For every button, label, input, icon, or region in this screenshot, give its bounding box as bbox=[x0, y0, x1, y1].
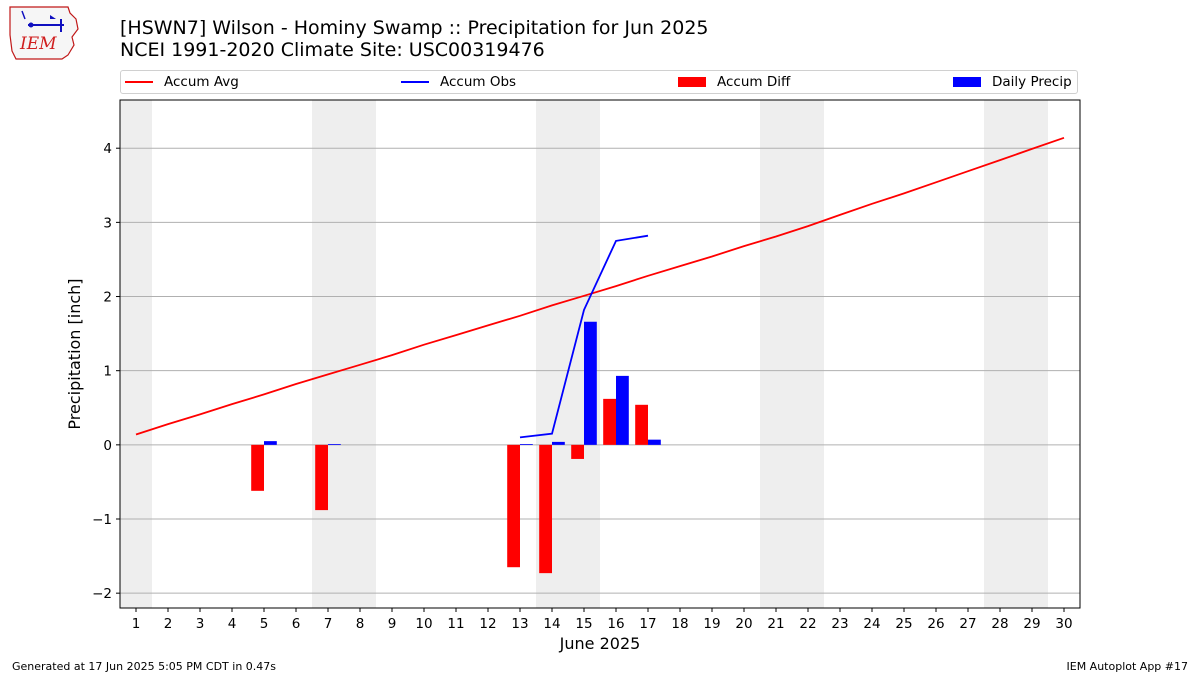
daily-precip-bar-14 bbox=[552, 441, 565, 445]
daily-precip-bar-5 bbox=[264, 441, 277, 445]
weekend-band-1 bbox=[120, 100, 152, 608]
x-tick-label: 4 bbox=[228, 616, 237, 632]
generated-timestamp: Generated at 17 Jun 2025 5:05 PM CDT in … bbox=[12, 660, 277, 673]
iem-logo: IEM bbox=[9, 6, 79, 60]
x-tick-label: 24 bbox=[863, 616, 880, 632]
legend-swatch-accum-diff bbox=[678, 77, 706, 87]
x-tick-label: 14 bbox=[543, 616, 560, 632]
daily-precip-bar-16 bbox=[616, 375, 629, 445]
x-tick-label: 30 bbox=[1055, 616, 1072, 632]
weekend-band-29 bbox=[1016, 100, 1048, 608]
x-tick-label: 27 bbox=[959, 616, 976, 632]
y-tick-label: 0 bbox=[103, 438, 112, 454]
legend-swatch-accum-obs bbox=[401, 81, 429, 83]
weekend-band-8 bbox=[344, 100, 376, 608]
series-lines bbox=[135, 136, 1065, 439]
x-tick-label: 19 bbox=[703, 616, 720, 632]
legend-label-accum-avg: Accum Avg bbox=[164, 74, 239, 90]
legend-item-accum-avg: Accum Avg bbox=[125, 73, 239, 91]
weekend-bands bbox=[120, 100, 1048, 608]
x-tick-label: 3 bbox=[196, 616, 205, 632]
y-tick-label: −2 bbox=[92, 586, 112, 602]
y-tick-label: 3 bbox=[103, 215, 112, 231]
weekend-band-22 bbox=[792, 100, 824, 608]
accum-diff-bar-13 bbox=[507, 444, 520, 568]
x-tick-label: 18 bbox=[671, 616, 688, 632]
weather-station-icon bbox=[21, 10, 64, 32]
y-axis: −2 −1 0 1 2 3 4 bbox=[92, 141, 120, 602]
grid-lines bbox=[120, 147, 1080, 594]
y-tick-label: 2 bbox=[103, 290, 112, 306]
x-tick-label: 28 bbox=[991, 616, 1008, 632]
x-tick-label: 1 bbox=[132, 616, 141, 632]
y-tick-label: 1 bbox=[103, 364, 112, 380]
y-tick-label: 4 bbox=[103, 141, 112, 157]
x-tick-label: 6 bbox=[292, 616, 301, 632]
x-axis-label: June 2025 bbox=[559, 634, 641, 653]
y-axis-label: Precipitation [inch] bbox=[65, 278, 84, 429]
x-tick-label: 15 bbox=[575, 616, 592, 632]
daily-precip-bar-7 bbox=[328, 444, 341, 445]
x-tick-label: 5 bbox=[260, 616, 269, 632]
x-tick-label: 2 bbox=[164, 616, 173, 632]
accum-avg-line bbox=[135, 136, 1065, 436]
accum-diff-bar-17 bbox=[635, 404, 648, 445]
accum-obs-line bbox=[519, 234, 649, 439]
daily-precip-bar-17 bbox=[648, 439, 661, 445]
x-tick-label: 11 bbox=[447, 616, 464, 632]
x-tick-label: 10 bbox=[415, 616, 432, 632]
legend-item-accum-diff: Accum Diff bbox=[678, 73, 790, 91]
x-tick-label: 12 bbox=[479, 616, 496, 632]
x-tick-label: 21 bbox=[767, 616, 784, 632]
x-tick-label: 23 bbox=[831, 616, 848, 632]
legend: Accum Avg Accum Obs Accum Diff Daily Pre… bbox=[120, 70, 1078, 94]
weekend-band-21 bbox=[760, 100, 792, 608]
legend-label-accum-diff: Accum Diff bbox=[717, 74, 791, 90]
legend-item-daily-precip: Daily Precip bbox=[953, 73, 1072, 91]
x-tick-label: 8 bbox=[356, 616, 365, 632]
daily-precip-bar-15 bbox=[584, 321, 597, 445]
chart-subtitle: NCEI 1991-2020 Climate Site: USC00319476 bbox=[120, 39, 545, 61]
logo-text: IEM bbox=[19, 34, 57, 54]
bars bbox=[251, 321, 661, 574]
accum-diff-bar-14 bbox=[539, 444, 552, 574]
x-tick-label: 16 bbox=[607, 616, 624, 632]
x-axis: 1 2 3 4 5 6 7 8 9 10 11 12 13 14 15 16 17 18 19 20 21 22 23 24 2… bbox=[132, 608, 1073, 632]
chart-title: [HSWN7] Wilson - Hominy Swamp :: Precipi… bbox=[120, 17, 709, 39]
accum-diff-bar-7 bbox=[315, 444, 328, 511]
legend-swatch-daily-precip bbox=[953, 77, 981, 87]
weekend-band-28 bbox=[984, 100, 1016, 608]
x-tick-label: 26 bbox=[927, 616, 944, 632]
legend-swatch-accum-avg bbox=[125, 81, 153, 83]
legend-label-daily-precip: Daily Precip bbox=[992, 74, 1072, 90]
plot-frame bbox=[119, 99, 1081, 609]
x-tick-label: 17 bbox=[639, 616, 656, 632]
daily-precip-bar-13 bbox=[520, 444, 533, 445]
x-tick-label: 29 bbox=[1023, 616, 1040, 632]
accum-diff-bar-16 bbox=[603, 398, 616, 445]
x-tick-label: 13 bbox=[511, 616, 528, 632]
weekend-band-14 bbox=[536, 100, 568, 608]
x-tick-label: 25 bbox=[895, 616, 912, 632]
x-tick-label: 22 bbox=[799, 616, 816, 632]
weekend-band-7 bbox=[312, 100, 344, 608]
x-tick-label: 20 bbox=[735, 616, 752, 632]
app-credit: IEM Autoplot App #17 bbox=[1066, 660, 1189, 673]
x-tick-label: 7 bbox=[324, 616, 333, 632]
y-tick-label: −1 bbox=[92, 512, 112, 528]
legend-item-accum-obs: Accum Obs bbox=[401, 73, 516, 91]
legend-label-accum-obs: Accum Obs bbox=[440, 74, 517, 90]
accum-diff-bar-15 bbox=[571, 444, 584, 459]
x-tick-label: 9 bbox=[388, 616, 397, 632]
weekend-band-15 bbox=[568, 100, 600, 608]
accum-diff-bar-5 bbox=[251, 444, 264, 491]
